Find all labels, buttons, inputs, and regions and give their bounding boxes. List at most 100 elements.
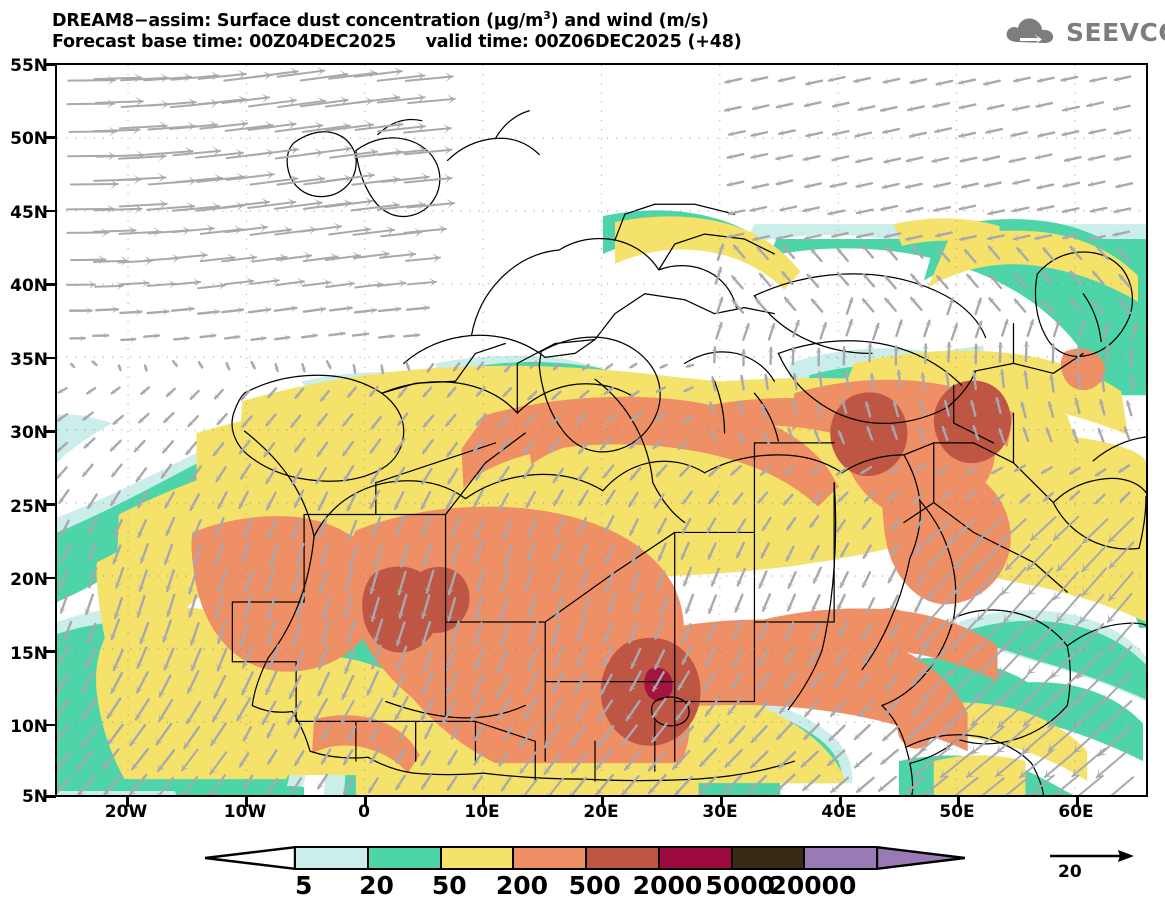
wind-arrow-shaft <box>393 491 405 511</box>
wind-arrow-shaft <box>261 700 277 726</box>
wind-arrow-head <box>960 156 967 164</box>
wind-arrow-head <box>424 731 431 739</box>
wind-arrow-shaft <box>371 644 382 670</box>
wind-arrow-shaft <box>266 568 275 593</box>
wind-arrow-head <box>343 448 350 456</box>
wind-arrow-shaft <box>1078 774 1104 795</box>
wind-arrow-shaft <box>1073 698 1106 728</box>
wind-arrow-head <box>952 585 961 595</box>
wind-arrow-head <box>1108 591 1118 601</box>
wind-arrow-head <box>879 783 887 791</box>
wind-arrow-head <box>446 613 455 621</box>
wind-arrow-head <box>470 712 478 721</box>
wind-arrow-shaft <box>921 646 950 675</box>
wind-arrow-head <box>1125 401 1133 408</box>
wind-arrow-shaft <box>144 150 194 156</box>
wind-arrow-shaft <box>146 205 196 211</box>
wind-arrow-shaft <box>1062 181 1081 188</box>
wind-arrow-shaft <box>342 749 354 766</box>
wind-arrow-head <box>916 579 923 587</box>
wind-arrow-shaft <box>551 390 562 401</box>
wind-arrow-shaft <box>998 341 1002 363</box>
wind-arrow-head <box>923 637 933 647</box>
wind-arrow-shaft <box>377 148 427 157</box>
wind-arrow-head <box>1114 104 1120 112</box>
wind-arrow-head <box>1095 497 1102 504</box>
wind-arrow-shaft <box>300 334 318 339</box>
wind-arrow-head <box>1071 430 1078 436</box>
wind-arrow-head <box>962 182 969 190</box>
wind-arrow-shaft <box>165 387 176 398</box>
wind-arrow-head <box>891 549 898 556</box>
wind-arrow-shaft <box>698 775 717 795</box>
wind-arrow-shaft <box>907 747 926 764</box>
wind-arrow-shaft <box>165 516 176 536</box>
wind-arrow-head <box>523 447 530 454</box>
wind-arrow-shaft <box>527 390 538 401</box>
wind-arrow-head <box>999 665 1009 675</box>
wind-arrow-head <box>854 732 862 740</box>
wind-arrow-head <box>268 558 277 566</box>
wind-arrow-shaft <box>681 644 693 666</box>
wind-arrow-shaft <box>802 774 821 792</box>
wind-arrow-head <box>937 468 944 474</box>
wind-arrow-head <box>762 523 769 530</box>
wind-arrow-shaft <box>354 283 384 289</box>
wind-arrow-shaft <box>728 725 746 745</box>
wind-arrow-shaft <box>216 647 228 672</box>
wind-arrow-shaft <box>1024 370 1029 390</box>
wind-arrow-shaft <box>393 438 406 454</box>
wind-arrow-head <box>235 201 244 212</box>
wind-arrow-head <box>373 559 381 567</box>
wind-arrow-shaft <box>197 72 247 80</box>
wind-arrow-head <box>88 280 95 290</box>
wind-arrow-head <box>656 387 663 393</box>
wind-arrow-head <box>626 712 634 721</box>
wind-arrow-shaft <box>293 489 305 509</box>
wind-arrow-shaft <box>995 396 1002 414</box>
wind-arrow-head <box>966 492 972 499</box>
wind-arrow-head <box>1070 298 1077 305</box>
wind-arrow-head <box>654 632 662 639</box>
wind-arrow-head <box>912 708 920 716</box>
wind-arrow-head <box>110 685 118 693</box>
wind-arrow-head <box>442 123 451 134</box>
wind-arrow-head <box>1020 496 1027 503</box>
wind-arrow-head <box>648 763 656 771</box>
wind-arrow-shaft <box>986 234 1005 241</box>
wind-arrow-shaft <box>604 515 615 533</box>
wind-arrow-shaft <box>580 567 590 590</box>
wind-arrow-head <box>59 605 67 613</box>
wind-arrow-head <box>475 583 483 591</box>
wind-arrow-shaft <box>377 307 402 313</box>
wind-arrow-shaft <box>759 465 772 476</box>
wind-arrow-shaft <box>420 750 432 767</box>
wind-arrow-head <box>922 691 931 700</box>
wind-arrow-shaft <box>1071 428 1079 444</box>
x-tick-label: 30E <box>702 802 738 822</box>
wind-arrow-shaft <box>94 100 144 104</box>
wind-arrow-head <box>294 500 301 507</box>
wind-arrow-head <box>1043 248 1050 255</box>
wind-arrow-shaft <box>982 155 1001 162</box>
wind-arrow-head <box>1107 612 1117 622</box>
wind-arrow-shaft <box>370 415 382 430</box>
wind-scale-key <box>1048 848 1148 888</box>
wind-arrow-shaft <box>524 413 536 426</box>
wind-arrow-head <box>523 471 530 479</box>
wind-arrow-shaft <box>1091 299 1104 315</box>
wind-arrow-shaft <box>974 567 1001 597</box>
wind-arrow-shaft <box>831 155 850 162</box>
wind-arrow-shaft <box>239 463 252 480</box>
wind-arrow-head <box>427 366 433 372</box>
wind-arrow-head <box>779 129 786 137</box>
wind-arrow-shaft <box>446 386 457 398</box>
wind-arrow-shaft <box>778 696 794 714</box>
wind-arrow-shaft <box>970 726 1005 755</box>
wind-arrow-shaft <box>525 567 535 591</box>
wind-arrow-head <box>314 121 323 132</box>
wind-arrow-head <box>1053 590 1063 600</box>
wind-arrow-head <box>520 765 528 774</box>
wind-arrow-head <box>136 660 144 668</box>
wind-arrow-head <box>181 762 190 771</box>
